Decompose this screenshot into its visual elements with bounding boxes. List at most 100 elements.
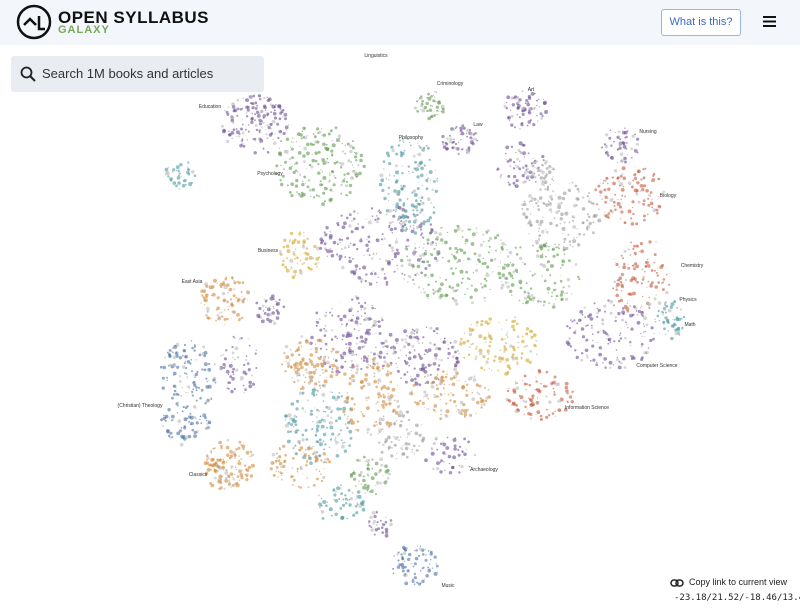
dot [473,375,476,378]
dot [169,436,172,439]
dot [180,434,184,439]
dot [410,331,414,335]
dot [335,350,339,354]
dot [356,502,359,504]
logo[interactable] [15,3,55,43]
dot [616,201,621,206]
dot [367,474,370,477]
link-icon[interactable] [670,578,684,588]
dot [311,449,313,451]
dot [392,567,395,570]
dot [417,286,421,289]
dot [604,366,607,369]
dot [571,219,575,222]
dot [287,124,290,126]
dot [349,377,352,380]
dot [412,444,416,448]
dot [210,450,213,453]
dot [256,313,261,318]
dot [489,321,491,324]
dot [655,271,658,274]
dot [224,109,227,112]
dot [352,258,354,260]
menu-icon[interactable] [762,15,778,29]
dot [654,321,657,323]
dot [412,383,416,387]
dot [324,233,328,237]
dot [435,100,437,103]
dot [622,141,626,145]
dot [321,158,326,162]
dot [189,362,192,365]
dot [220,355,222,357]
search-box[interactable]: Search 1M books and articles [11,56,264,92]
dot [431,241,435,244]
galaxy-map[interactable]: Linguistics Criminology Art Education La… [0,45,800,615]
dot [255,367,258,369]
dot [509,165,512,168]
dot [242,123,244,126]
dot [270,132,274,135]
dot [478,392,481,396]
dot [267,126,271,130]
dot [396,369,400,373]
dot [404,446,409,451]
dot [643,351,647,355]
dot [313,373,316,375]
dot [537,119,539,122]
dot [184,354,188,359]
dot [529,213,532,216]
dot [348,159,351,162]
dot [177,181,181,185]
dot [297,365,299,367]
dot [527,111,530,114]
dot [240,337,243,340]
dot [400,216,403,219]
dot [240,444,243,446]
dot [250,463,255,468]
dot [222,363,226,367]
dot [586,356,589,359]
dot [419,146,422,149]
dot [655,294,657,296]
dot [568,337,571,340]
dot [571,181,574,184]
dot [302,393,304,395]
dot [570,293,573,295]
dot [347,420,351,425]
dot [309,412,313,416]
dot [259,316,263,319]
dot [343,221,347,226]
dot [445,446,450,450]
dot [458,465,460,467]
dot [422,243,425,246]
dot [292,250,295,254]
dot [336,486,340,491]
what-is-this-button[interactable]: What is this? [661,9,741,36]
dot [313,386,316,389]
copy-link[interactable]: Copy link to current view [689,577,788,587]
dot [310,268,313,271]
dot [415,373,420,378]
dot [241,281,245,284]
dot [232,356,234,359]
dot [350,397,354,401]
dot [482,402,486,406]
dot [390,394,394,398]
dot [519,151,523,155]
dot [196,359,198,361]
dot [240,139,244,142]
dot [294,184,299,188]
dot [636,320,641,325]
dot [213,463,216,466]
dot [331,143,336,148]
dot [233,281,237,285]
dot [456,227,461,231]
dot [409,226,412,229]
dot [183,178,187,183]
dot [529,417,533,420]
dot [363,254,366,257]
dot [288,157,292,161]
dot [463,437,466,441]
dot [414,401,417,404]
